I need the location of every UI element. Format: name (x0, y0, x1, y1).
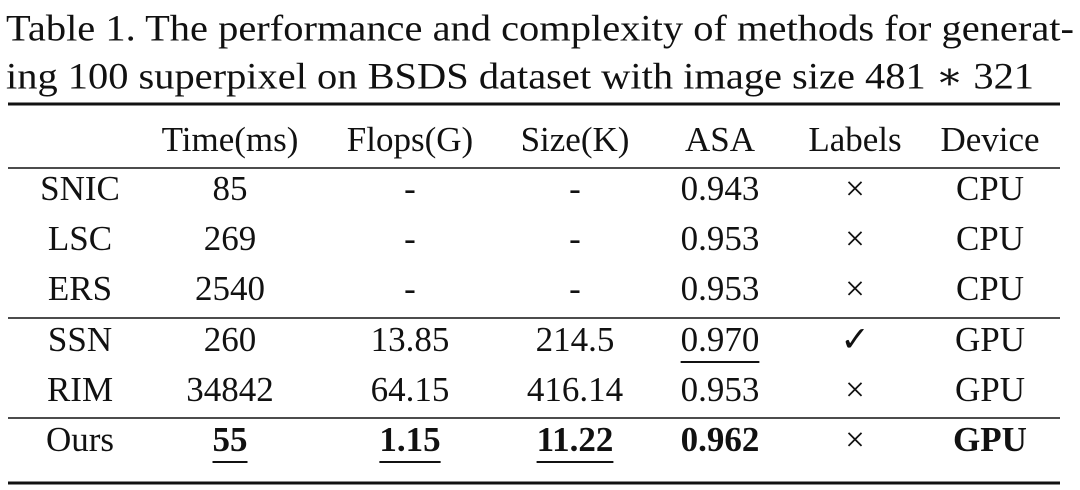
table-cell: 260 (204, 320, 257, 359)
table-cell: ✓ (840, 320, 869, 359)
table-cell: CPU (956, 169, 1024, 208)
table-cell: - (404, 169, 416, 208)
table-cell: - (569, 269, 581, 308)
table-cell: 214.5 (536, 320, 615, 359)
column-header: Flops(G) (347, 120, 473, 159)
table-cell: 1.15 (379, 420, 440, 459)
table-cell: 13.85 (371, 320, 450, 359)
column-header: Device (940, 120, 1039, 159)
table-cell: 2540 (195, 269, 265, 308)
table-cell: - (404, 219, 416, 258)
table-cell: × (845, 219, 865, 258)
table-cell: 0.943 (681, 169, 760, 208)
row-label: ERS (48, 269, 112, 308)
column-header: ASA (685, 120, 756, 159)
table-cell: 64.15 (371, 370, 450, 409)
column-header: Labels (808, 120, 901, 159)
table-cell: 34842 (186, 370, 274, 409)
caption-line: Table 1. The performance and complexity … (6, 8, 1074, 49)
table-cell: 269 (204, 219, 257, 258)
table-cell: × (845, 269, 865, 308)
table-cell: 0.970 (681, 320, 760, 359)
column-header: Size(K) (521, 120, 630, 159)
table-cell: 0.953 (681, 370, 760, 409)
row-label: RIM (47, 370, 113, 409)
row-label: LSC (48, 219, 112, 258)
table-cell: GPU (955, 320, 1025, 359)
table-cell: × (845, 420, 865, 459)
table-cell: CPU (956, 219, 1024, 258)
table-cell: 11.22 (537, 420, 614, 459)
table-cell: × (845, 169, 865, 208)
table-cell: 55 (213, 420, 248, 459)
row-label: Ours (46, 420, 114, 459)
table-cell: CPU (956, 269, 1024, 308)
table-cell: - (404, 269, 416, 308)
column-header: Time(ms) (162, 120, 299, 159)
caption-line: ing 100 superpixel on BSDS dataset with … (6, 56, 1034, 97)
table-cell: × (845, 370, 865, 409)
table-cell: 0.962 (681, 420, 760, 459)
table-cell: - (569, 219, 581, 258)
row-label: SSN (48, 320, 112, 359)
table-cell: - (569, 169, 581, 208)
table-cell: GPU (955, 370, 1025, 409)
table-cell: GPU (953, 420, 1027, 459)
table-cell: 0.953 (681, 269, 760, 308)
table-cell: 85 (213, 169, 248, 208)
table-cell: 0.953 (681, 219, 760, 258)
row-label: SNIC (40, 169, 120, 208)
table-cell: 416.14 (527, 370, 623, 409)
